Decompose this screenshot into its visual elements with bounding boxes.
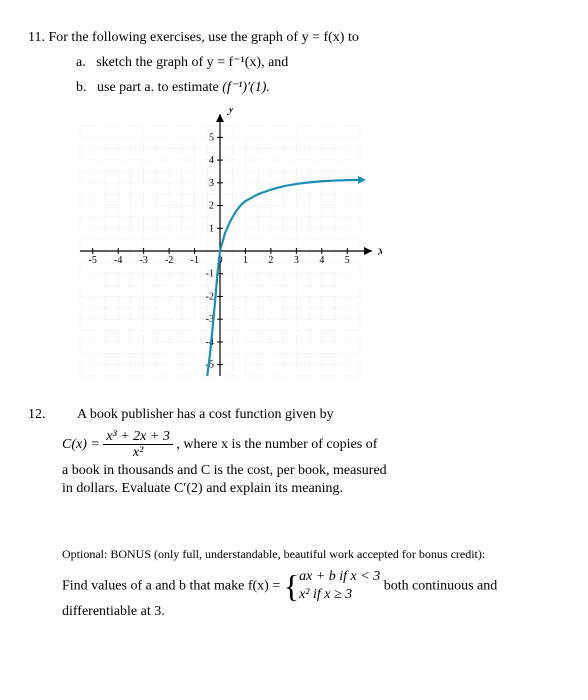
- part-b-text-pre: use part a. to estimate: [97, 80, 222, 95]
- q12-after-frac: , where x is the number of copies of: [176, 437, 377, 452]
- svg-text:y: y: [226, 108, 235, 116]
- svg-text:-1: -1: [190, 255, 198, 266]
- q11-graph: -5-4-3-2-1012345-5-4-3-2-112345yx: [62, 108, 560, 383]
- cases: ax + b if x < 3 x² if x ≥ 3: [299, 568, 380, 604]
- case1: ax + b if x < 3: [299, 568, 380, 586]
- svg-text:3: 3: [294, 255, 299, 266]
- svg-text:4: 4: [209, 155, 214, 166]
- q12-line1-text: A book publisher has a cost function giv…: [77, 407, 334, 422]
- q11-number: 11.: [28, 30, 45, 45]
- q12-number: 12.: [28, 407, 46, 422]
- svg-text:1: 1: [243, 255, 248, 266]
- part-b-label: b.: [76, 80, 87, 95]
- q11-part-b: b. use part a. to estimate (f⁻¹)′(1).: [76, 79, 560, 96]
- q11-part-a: a. sketch the graph of y = f⁻¹(x), and: [76, 54, 560, 71]
- q12-lhs: C(x) =: [62, 437, 103, 452]
- q11-intro-text: For the following exercises, use the gra…: [48, 30, 358, 45]
- bonus-header: Optional: BONUS (only full, understandab…: [62, 547, 560, 562]
- svg-text:2: 2: [268, 255, 273, 266]
- q12-line4: in dollars. Evaluate C′(2) and explain i…: [62, 481, 560, 497]
- svg-text:5: 5: [345, 255, 350, 266]
- svg-text:-5: -5: [89, 255, 97, 266]
- svg-text:x: x: [377, 244, 382, 259]
- piecewise: { ax + b if x < 3 x² if x ≥ 3: [284, 568, 380, 604]
- q12-line3: a book in thousands and C is the cost, p…: [62, 463, 560, 479]
- q12-equation-line: C(x) = x³ + 2x + 3 x² , where x is the n…: [62, 429, 560, 461]
- q11-intro: 11. For the following exercises, use the…: [28, 30, 560, 46]
- bonus: Optional: BONUS (only full, understandab…: [62, 547, 560, 620]
- svg-text:-2: -2: [165, 255, 173, 266]
- function-graph: -5-4-3-2-1012345-5-4-3-2-112345yx: [62, 108, 382, 378]
- q12-denominator: x²: [103, 445, 173, 460]
- svg-text:4: 4: [319, 255, 324, 266]
- svg-text:-3: -3: [139, 255, 147, 266]
- svg-text:-1: -1: [206, 269, 214, 280]
- part-a-text: sketch the graph of y = f⁻¹(x), and: [96, 55, 288, 70]
- svg-text:2: 2: [209, 201, 214, 212]
- q12: 12. A book publisher has a cost function…: [62, 407, 560, 497]
- svg-text:-4: -4: [114, 255, 122, 266]
- svg-text:1: 1: [209, 223, 214, 234]
- bonus-body: Find values of a and b that make f(x) = …: [62, 568, 560, 620]
- part-a-label: a.: [76, 55, 86, 70]
- q12-fraction: x³ + 2x + 3 x²: [103, 429, 173, 461]
- left-brace: {: [284, 570, 299, 602]
- part-b-expr: (f⁻¹)′(1).: [222, 80, 270, 95]
- q12-line1: A book publisher has a cost function giv…: [77, 407, 334, 422]
- svg-text:-2: -2: [206, 291, 214, 302]
- q12-numerator: x³ + 2x + 3: [103, 429, 173, 445]
- bonus-pre: Find values of a and b that make f(x) =: [62, 578, 284, 593]
- svg-text:3: 3: [209, 178, 214, 189]
- case2: x² if x ≥ 3: [299, 586, 380, 604]
- svg-text:5: 5: [209, 132, 214, 143]
